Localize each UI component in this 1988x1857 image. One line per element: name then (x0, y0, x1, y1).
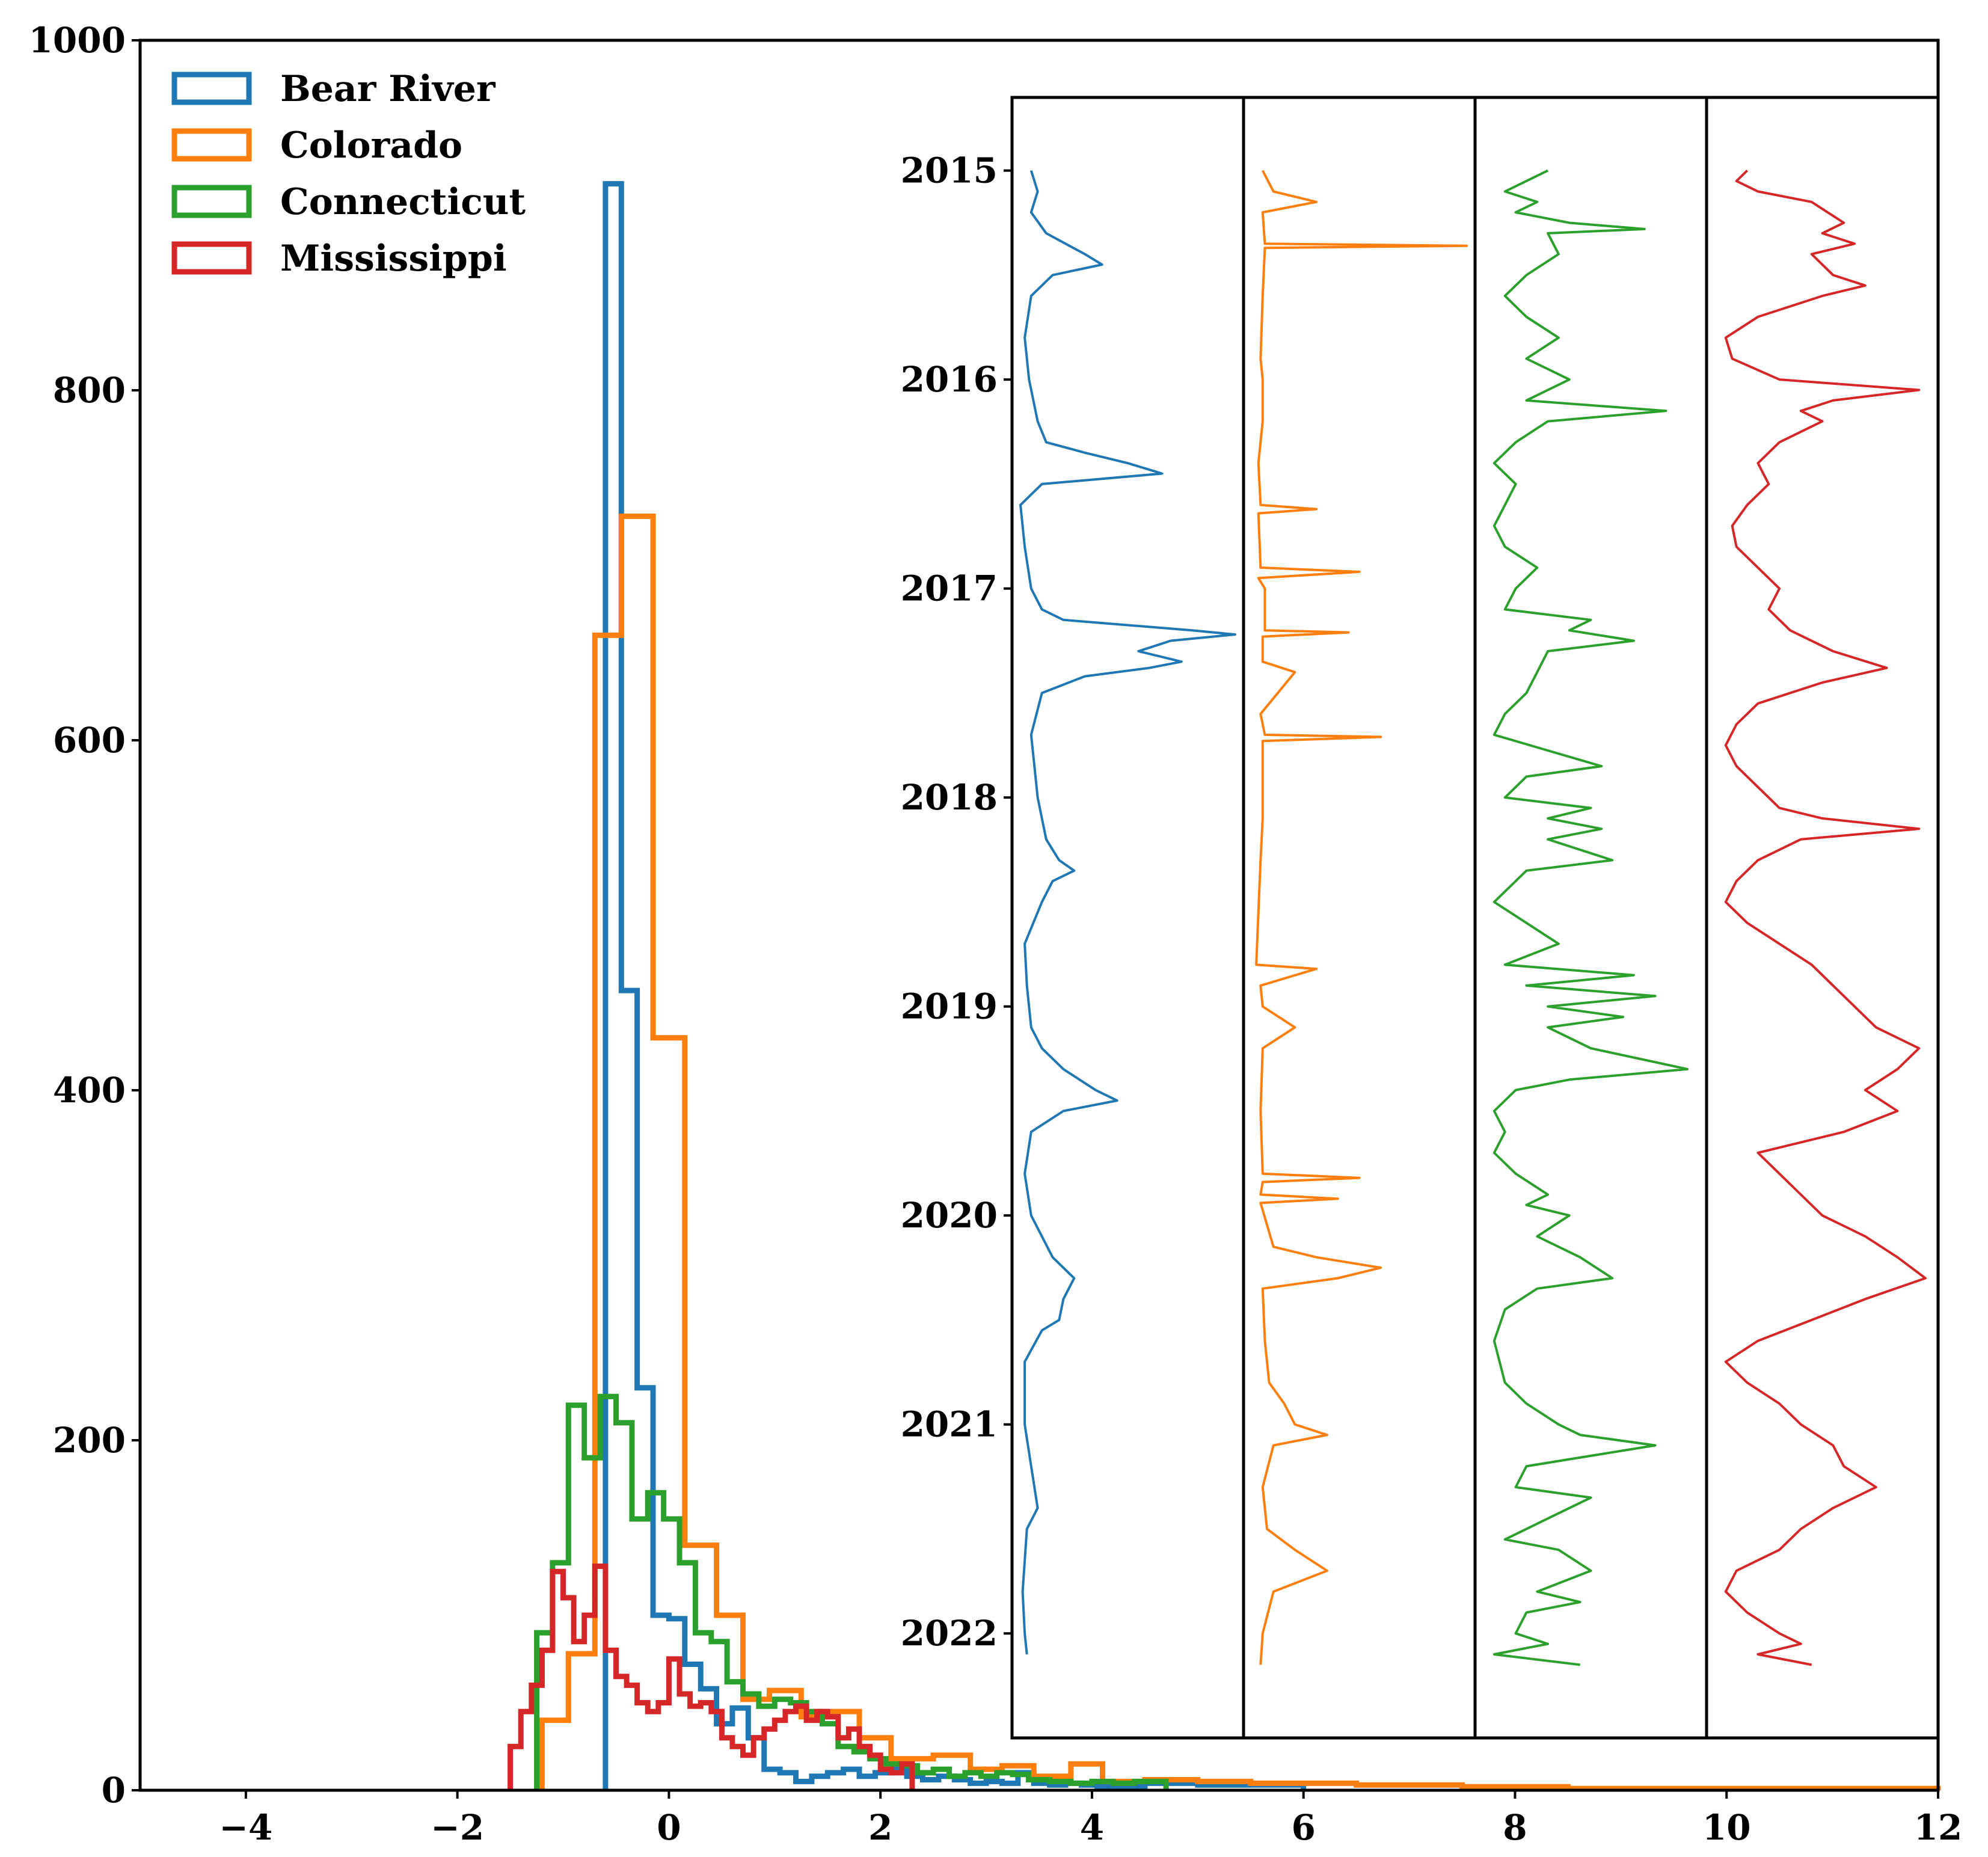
legend-swatch-mississippi (171, 241, 252, 275)
x-tick-label: 0 (657, 1807, 681, 1848)
inset-trace-connecticut (1493, 169, 1689, 1666)
legend-label-colorado: Colorado (280, 124, 462, 167)
x-axis: −4 −2 0 2 4 6 8 10 12 (219, 1790, 1962, 1848)
inset-timeseries: 2015 2016 2017 2018 2019 2020 2021 2022 (901, 96, 1940, 1740)
y-axis: 0 200 400 600 800 1000 (29, 20, 140, 1811)
inset-y-tick-label: 2022 (901, 1613, 998, 1654)
x-tick-label: 12 (1914, 1807, 1963, 1848)
y-tick-label: 1000 (29, 20, 126, 61)
y-tick-label: 600 (53, 720, 126, 761)
y-tick-label: 400 (53, 1070, 126, 1111)
x-tick-label: 2 (868, 1807, 892, 1848)
inset-trace-mississippi (1724, 170, 1927, 1666)
inset-y-tick-label: 2020 (901, 1195, 998, 1236)
histogram-colorado (539, 514, 1941, 1791)
x-tick-label: 10 (1702, 1807, 1751, 1848)
x-tick-label: −2 (431, 1807, 484, 1848)
legend: Bear River Colorado Connecticut Mississippi (171, 68, 526, 280)
inset-y-tick-label: 2017 (901, 568, 998, 609)
legend-swatch-connecticut (171, 185, 252, 218)
inset-y-tick-label: 2018 (901, 777, 998, 818)
y-tick-label: 800 (53, 370, 126, 411)
x-tick-label: −4 (219, 1807, 272, 1848)
x-tick-label: 6 (1292, 1807, 1316, 1848)
legend-label-bear-river: Bear River (280, 68, 496, 110)
inset-trace-bear-river (1019, 170, 1236, 1655)
x-tick-label: 8 (1503, 1807, 1527, 1848)
inset-trace-colorado (1255, 170, 1468, 1665)
legend-swatch-colorado (171, 128, 252, 162)
y-tick-label: 200 (53, 1420, 126, 1461)
histogram-series-group (508, 181, 1941, 1791)
inset-y-tick-label: 2021 (901, 1404, 998, 1445)
inset-y-tick-label: 2019 (901, 986, 998, 1027)
inset-frame (1010, 96, 1940, 1740)
histogram-mississippi (508, 1564, 915, 1790)
histogram-connecticut (534, 1393, 1169, 1790)
legend-label-connecticut: Connecticut (280, 181, 526, 223)
legend-swatch-bear-river (171, 72, 252, 105)
x-tick-label: 4 (1080, 1807, 1104, 1848)
inset-y-tick-label: 2016 (901, 359, 998, 400)
y-tick-label: 0 (102, 1770, 126, 1811)
inset-y-tick-label: 2015 (901, 150, 998, 191)
legend-label-mississippi: Mississippi (280, 238, 507, 280)
